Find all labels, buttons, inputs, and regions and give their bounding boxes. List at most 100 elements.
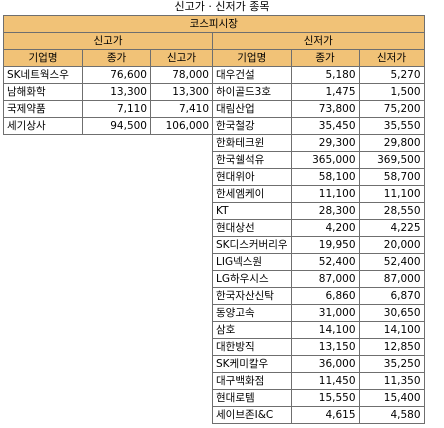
lows-close-price-cell: 4,200	[290, 219, 360, 237]
empty-cell	[150, 219, 213, 237]
table-row: 삼호 14,100 14,100	[3, 321, 425, 339]
lows-extreme-price-cell: 35,550	[358, 117, 425, 135]
empty-cell	[150, 338, 213, 356]
empty-cell	[82, 287, 151, 305]
highs-company-name-cell: 남해화학	[3, 83, 83, 101]
empty-cell	[150, 168, 213, 186]
empty-cell	[82, 372, 151, 390]
lows-extreme-price-cell: 1,500	[358, 83, 425, 101]
market-header: 코스피시장	[3, 15, 425, 33]
highs-close-price-cell: 7,110	[82, 100, 151, 118]
lows-close-price-cell: 36,000	[290, 355, 360, 373]
highs-close-price-cell: 76,600	[82, 66, 151, 84]
lows-company-name-cell: 대우건설	[212, 66, 292, 84]
empty-cell	[3, 253, 83, 271]
table-row: 대구백화점 11,450 11,350	[3, 372, 425, 390]
lows-extreme-price-cell: 4,580	[358, 406, 425, 424]
empty-cell	[3, 389, 83, 407]
empty-cell	[82, 134, 151, 152]
empty-cell	[3, 304, 83, 322]
table-row: SK케미칼우 36,000 35,250	[3, 355, 425, 373]
lows-close-price-cell: 87,000	[290, 270, 360, 288]
lows-close-price-cell: 52,400	[290, 253, 360, 271]
table-row: 한화테크윈 29,300 29,800	[3, 134, 425, 152]
lows-company-name-cell: 한국철강	[212, 117, 292, 135]
table-row: 남해화학 13,300 13,300 하이골드3호 1,475 1,500	[3, 83, 425, 101]
lows-close-price-cell: 5,180	[290, 66, 360, 84]
lows-close-price-cell: 1,475	[290, 83, 360, 101]
highs-col-new-high: 신고가	[150, 49, 213, 67]
highs-extreme-price-cell: 13,300	[150, 83, 213, 101]
table-row: LIG넥스원 52,400 52,400	[3, 253, 425, 271]
empty-cell	[82, 389, 151, 407]
lows-company-name-cell: 한화테크윈	[212, 134, 292, 152]
lows-extreme-price-cell: 30,650	[358, 304, 425, 322]
table-row: 한국쉘석유 365,000 369,500	[3, 151, 425, 169]
highs-close-price-cell: 13,300	[82, 83, 151, 101]
empty-cell	[3, 168, 83, 186]
lows-extreme-price-cell: 14,100	[358, 321, 425, 339]
lows-extreme-price-cell: 6,870	[358, 287, 425, 305]
lows-extreme-price-cell: 12,850	[358, 338, 425, 356]
table-row: 세기상사 94,500 106,000 한국철강 35,450 35,550	[3, 117, 425, 135]
lows-col-company: 기업명	[212, 49, 292, 67]
highs-extreme-price-cell: 7,410	[150, 100, 213, 118]
lows-close-price-cell: 6,860	[290, 287, 360, 305]
empty-cell	[3, 287, 83, 305]
empty-cell	[82, 236, 151, 254]
highs-extreme-price-cell: 106,000	[150, 117, 213, 135]
table-row: 한세엠케이 11,100 11,100	[3, 185, 425, 203]
lows-extreme-price-cell: 75,200	[358, 100, 425, 118]
table-row: 국제약품 7,110 7,410 대림산업 73,800 75,200	[3, 100, 425, 118]
highs-col-close: 종가	[82, 49, 151, 67]
lows-close-price-cell: 58,100	[290, 168, 360, 186]
highs-company-name-cell: SK네트웍스우	[3, 66, 83, 84]
stock-table: 코스피시장 신고가 신저가 기업명 종가 신고가 기업명 종가 신저가 SK네트…	[3, 15, 425, 424]
empty-cell	[82, 406, 151, 424]
empty-cell	[82, 321, 151, 339]
table-row: 동양고속 31,000 30,650	[3, 304, 425, 322]
empty-cell	[150, 287, 213, 305]
empty-cell	[3, 321, 83, 339]
empty-cell	[150, 372, 213, 390]
table-row: 현대로템 15,550 15,400	[3, 389, 425, 407]
lows-company-name-cell: 현대상선	[212, 219, 292, 237]
empty-cell	[3, 202, 83, 220]
lows-company-name-cell: 대한방직	[212, 338, 292, 356]
lows-company-name-cell: 한국쉘석유	[212, 151, 292, 169]
empty-cell	[3, 134, 83, 152]
empty-cell	[150, 270, 213, 288]
lows-extreme-price-cell: 20,000	[358, 236, 425, 254]
empty-cell	[3, 185, 83, 203]
highs-company-name-cell: 국제약품	[3, 100, 83, 118]
empty-cell	[82, 253, 151, 271]
lows-close-price-cell: 14,100	[290, 321, 360, 339]
lows-extreme-price-cell: 35,250	[358, 355, 425, 373]
lows-company-name-cell: SK케미칼우	[212, 355, 292, 373]
lows-company-name-cell: LIG넥스원	[212, 253, 292, 271]
empty-cell	[82, 151, 151, 169]
table-row: LG하우시스 87,000 87,000	[3, 270, 425, 288]
empty-cell	[3, 219, 83, 237]
lows-extreme-price-cell: 369,500	[358, 151, 425, 169]
lows-company-name-cell: 삼호	[212, 321, 292, 339]
empty-cell	[3, 270, 83, 288]
lows-company-name-cell: 대림산업	[212, 100, 292, 118]
lows-close-price-cell: 73,800	[290, 100, 360, 118]
lows-company-name-cell: 현대로템	[212, 389, 292, 407]
empty-cell	[82, 219, 151, 237]
empty-cell	[150, 406, 213, 424]
empty-cell	[3, 372, 83, 390]
highs-section-header: 신고가	[3, 32, 213, 50]
lows-company-name-cell: LG하우시스	[212, 270, 292, 288]
table-row: 대한방직 13,150 12,850	[3, 338, 425, 356]
lows-company-name-cell: 동양고속	[212, 304, 292, 322]
page-title: 신고가 · 신저가 종목	[174, 0, 270, 13]
lows-company-name-cell: SK디스커버리우	[212, 236, 292, 254]
empty-cell	[150, 355, 213, 373]
highs-extreme-price-cell: 78,000	[150, 66, 213, 84]
lows-close-price-cell: 31,000	[290, 304, 360, 322]
lows-col-close: 종가	[290, 49, 360, 67]
lows-close-price-cell: 29,300	[290, 134, 360, 152]
lows-extreme-price-cell: 4,225	[358, 219, 425, 237]
